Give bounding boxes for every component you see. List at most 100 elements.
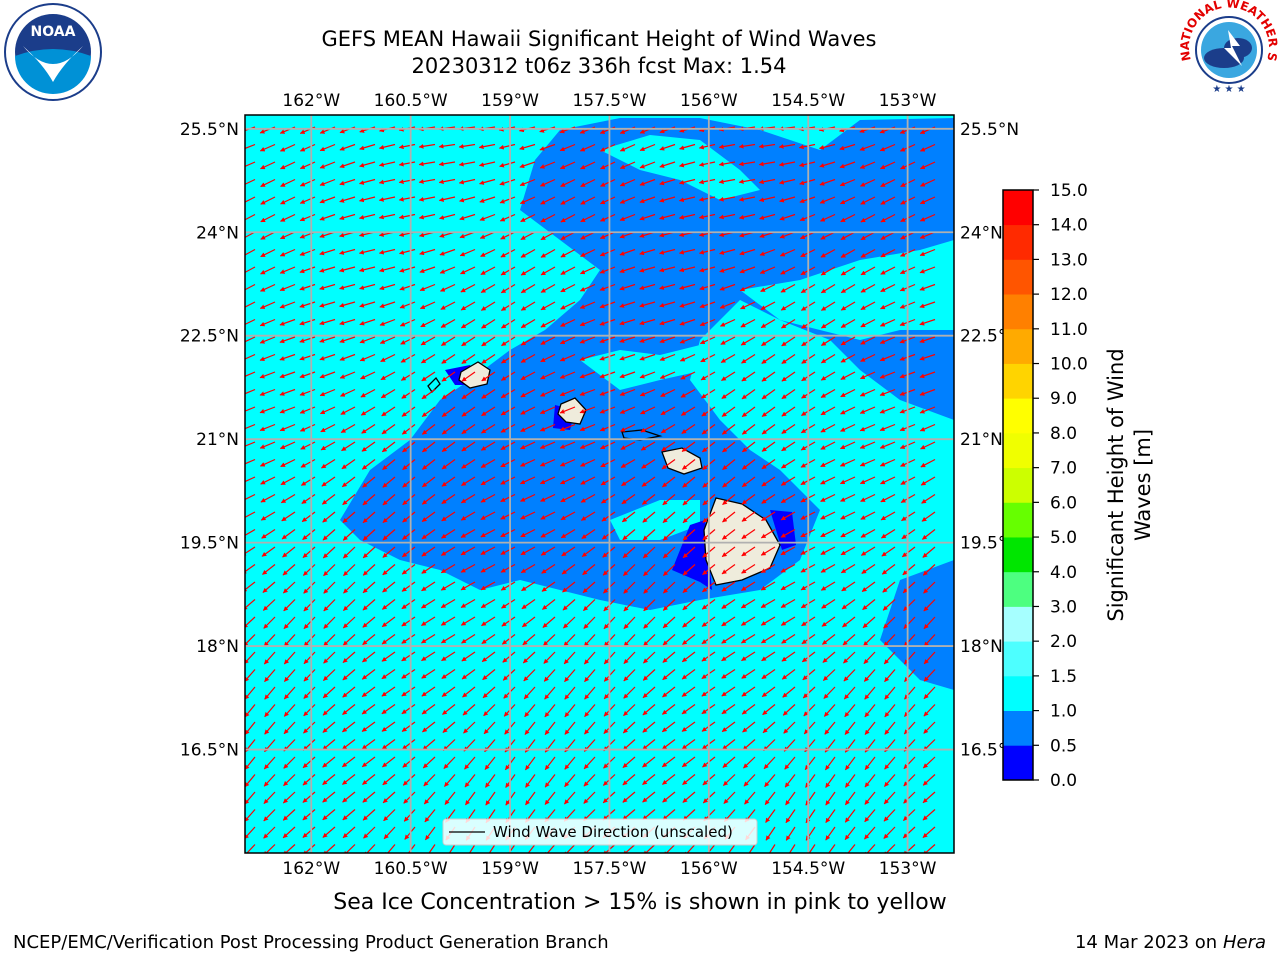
vector-arrow	[260, 196, 276, 205]
lat-tick-right-3: 21°N	[960, 430, 1003, 450]
vector-arrow	[279, 336, 296, 344]
vector-arrow	[840, 371, 856, 380]
vector-arrow	[299, 388, 316, 396]
vector-arrow	[840, 441, 856, 450]
vector-arrow	[718, 161, 736, 167]
vector-arrow	[839, 143, 856, 151]
vector-arrow	[881, 528, 896, 539]
vector-arrow	[299, 283, 316, 291]
island-niihau	[427, 376, 441, 394]
vector-arrow	[299, 423, 316, 432]
vector-arrow	[421, 371, 436, 382]
vector-arrow	[440, 546, 456, 556]
vector-arrow	[922, 529, 936, 540]
vector-arrow	[919, 248, 936, 257]
island-molokai	[621, 429, 663, 441]
vector-arrow	[402, 476, 416, 488]
vector-arrow	[642, 529, 656, 541]
vector-arrow	[302, 546, 316, 559]
vector-arrow	[245, 371, 256, 379]
vector-arrow	[382, 529, 396, 541]
vector-arrow	[663, 564, 676, 576]
vector-arrow	[259, 458, 276, 467]
vector-arrow	[840, 493, 856, 502]
vector-arrow	[539, 143, 556, 151]
vector-arrow	[839, 178, 856, 187]
vector-arrow	[481, 354, 496, 364]
vector-arrow	[639, 371, 656, 379]
vector-arrow	[421, 564, 436, 574]
vector-arrow	[323, 564, 336, 577]
vector-arrow	[361, 423, 376, 434]
vector-arrow	[461, 406, 476, 417]
lat-tick-left-3: 21°N	[196, 430, 239, 450]
vector-arrow	[560, 283, 576, 293]
vector-arrow	[781, 371, 796, 382]
lat-tick-right-0: 25.5°N	[960, 120, 1019, 140]
vector-arrow	[359, 283, 376, 290]
vector-arrow	[699, 283, 716, 291]
vector-arrow	[280, 196, 296, 205]
vector-arrow	[340, 388, 356, 397]
vector-arrow	[480, 458, 496, 469]
vector-arrow	[280, 213, 296, 222]
vector-arrow	[719, 301, 736, 309]
colorbar-segment-4	[1003, 606, 1033, 642]
island-oahu	[557, 397, 587, 425]
vector-arrow	[358, 248, 376, 255]
vector-arrow	[480, 476, 496, 486]
vector-arrow	[382, 494, 396, 506]
vector-arrow	[379, 266, 396, 273]
vector-arrow	[879, 336, 896, 344]
vector-arrow	[339, 248, 356, 255]
vector-arrow	[599, 143, 616, 152]
vector-arrow	[520, 493, 536, 502]
vector-arrow	[600, 458, 616, 468]
vector-arrow	[520, 301, 536, 311]
vector-arrow	[480, 441, 496, 451]
vector-arrow	[398, 178, 416, 185]
vector-arrow	[678, 196, 696, 203]
vector-arrow	[839, 458, 856, 467]
vector-arrow	[779, 196, 796, 203]
vector-arrow	[920, 161, 936, 170]
vector-arrow	[419, 301, 436, 310]
vector-arrow	[681, 441, 696, 452]
vector-arrow	[279, 318, 296, 326]
lon-tick-bottom-5: 154.5°W	[771, 859, 845, 879]
vector-arrow	[579, 336, 596, 344]
vector-arrow	[622, 529, 636, 541]
vector-arrow	[642, 494, 656, 505]
map-area	[245, 115, 954, 853]
vector-arrow	[359, 161, 376, 168]
vector-arrow	[500, 371, 516, 381]
vector-arrow	[820, 231, 836, 240]
vector-arrow	[498, 143, 516, 150]
colorbar-tick-16: 14.0	[1050, 216, 1088, 236]
vector-arrow	[261, 546, 276, 557]
vector-arrow	[279, 353, 296, 361]
vector-arrow	[245, 196, 256, 205]
vector-arrow	[381, 424, 396, 435]
vector-arrow	[659, 196, 676, 203]
footer-date-text: 14 Mar 2023 on	[1074, 932, 1218, 953]
vector-arrow	[778, 143, 796, 149]
vector-arrow	[781, 458, 796, 469]
vector-arrow	[778, 178, 796, 185]
vector-arrow	[781, 424, 796, 434]
colorbar-tick-2: 1.0	[1050, 702, 1077, 722]
vector-arrow	[379, 336, 396, 344]
vector-arrow	[579, 353, 596, 361]
vector-arrow	[880, 266, 896, 275]
vector-arrow	[840, 546, 856, 556]
vector-arrow	[319, 196, 336, 204]
vector-arrow	[500, 423, 516, 433]
vector-arrow	[520, 248, 536, 258]
vector-arrow	[438, 143, 456, 149]
vector-arrow	[619, 336, 636, 343]
vector-arrow	[759, 213, 776, 220]
vector-arrow	[260, 161, 276, 170]
vector-arrow	[499, 178, 516, 186]
vector-arrow	[859, 441, 876, 449]
vector-arrow	[319, 161, 336, 169]
